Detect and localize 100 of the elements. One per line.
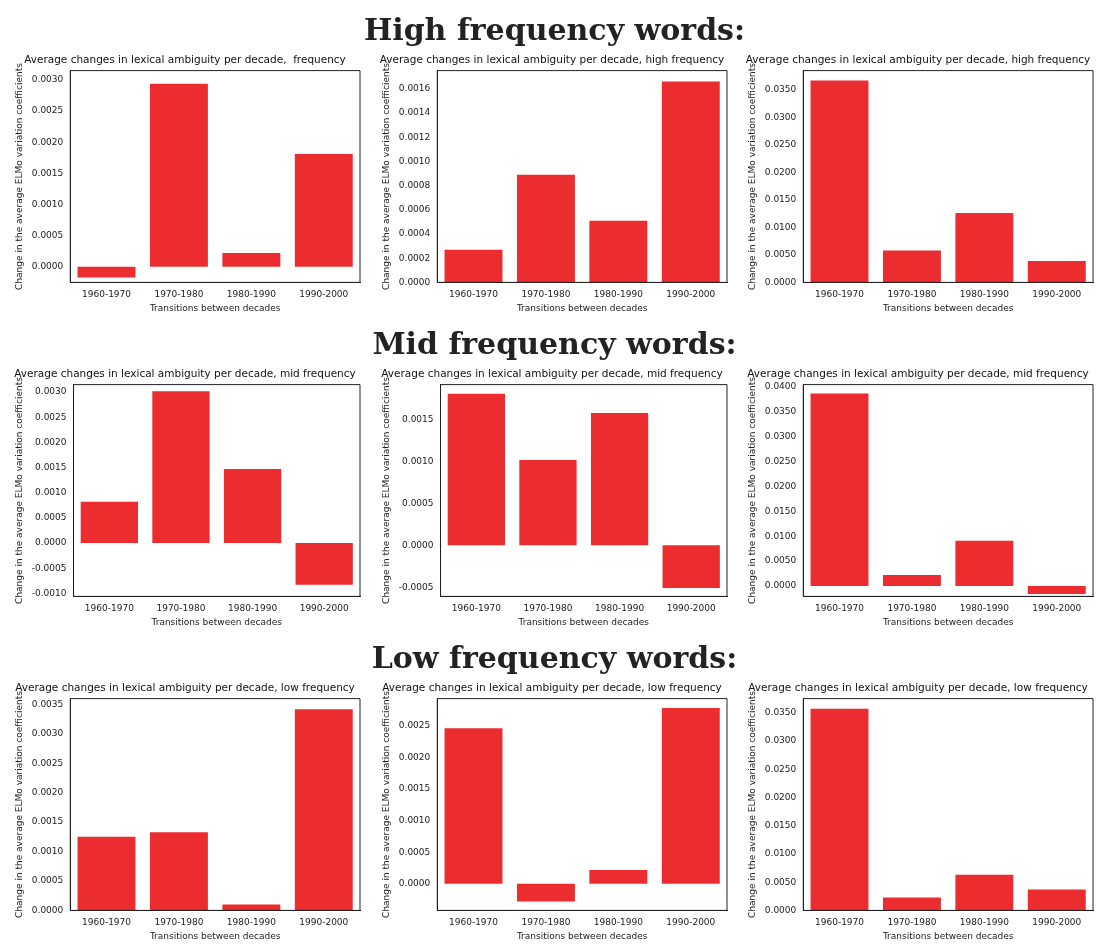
- y-tick-label: 0.0014: [398, 107, 431, 118]
- y-tick-label: 0.0200: [764, 791, 797, 802]
- y-tick-label: 0.0000: [398, 878, 431, 889]
- x-tick-label: 1970-1980: [887, 917, 937, 928]
- x-tick-label: 1980-1990: [594, 603, 644, 614]
- y-tick-label: -0.0005: [31, 562, 67, 573]
- y-tick-label: 0.0005: [398, 846, 430, 857]
- bar: [955, 213, 1014, 283]
- x-tick-label: 1980-1990: [959, 603, 1010, 614]
- bar: [295, 543, 353, 585]
- x-tick-label: 1980-1990: [593, 917, 643, 928]
- bar: [1027, 260, 1086, 283]
- bar: [810, 80, 869, 283]
- y-axis-title: Change in the average ELMo variation coefficients: [380, 690, 391, 918]
- y-tick-label: 0.0010: [31, 845, 64, 856]
- x-tick-label: 1990-2000: [299, 289, 349, 300]
- y-tick-label: 0.0010: [35, 487, 67, 498]
- x-axis-title: Transitions between decades: [148, 930, 281, 941]
- y-tick-label: 0.0020: [35, 436, 67, 447]
- bar: [1027, 585, 1086, 594]
- y-tick-label: 0.0030: [31, 74, 64, 85]
- y-tick-label: -0.0005: [398, 581, 434, 592]
- y-tick-label: 0.0008: [398, 179, 431, 190]
- y-tick-label: 0.0015: [398, 783, 430, 794]
- y-tick-label: 0.0010: [398, 155, 431, 166]
- y-tick-label: 0.0002: [398, 252, 430, 263]
- y-tick-label: 0.0015: [401, 414, 434, 425]
- bar: [444, 728, 502, 884]
- x-tick-label: 1980-1990: [959, 289, 1010, 300]
- y-tick-label: 0.0000: [764, 276, 797, 287]
- y-tick-label: 0.0050: [764, 555, 797, 566]
- y-tick-label: 0.0005: [31, 230, 64, 241]
- x-tick-label: 1960-1970: [814, 603, 865, 614]
- bar: [516, 174, 575, 283]
- bar: [882, 897, 941, 911]
- bar: [294, 154, 353, 267]
- x-tick-label: 1970-1980: [520, 917, 571, 928]
- x-tick-label: 1960-1970: [448, 289, 498, 300]
- y-axis-title: Change in the average ELMo variation coefficients: [13, 62, 24, 290]
- y-tick-label: 0.0025: [31, 105, 64, 116]
- bar: [810, 393, 869, 586]
- bar: [882, 575, 941, 586]
- y-axis-title: Change in the average ELMo variation coefficients: [746, 690, 757, 918]
- bar: [444, 249, 502, 283]
- y-tick-label: 0.0150: [764, 505, 797, 516]
- x-tick-label: 1960-1970: [814, 289, 865, 300]
- x-tick-label: 1990-2000: [665, 917, 716, 928]
- bar: [149, 832, 208, 911]
- text: Low frequency words:: [370, 639, 739, 677]
- y-tick-label: 0.0300: [764, 735, 797, 746]
- y-tick-label: 0.0025: [398, 720, 430, 731]
- bar: [516, 883, 575, 902]
- y-tick-label: -0.0010: [31, 587, 67, 598]
- y-axis-title: Change in the average ELMo variation coefficients: [746, 376, 757, 604]
- y-tick-label: 0.0350: [764, 84, 797, 95]
- bar: [77, 266, 136, 278]
- bar: [77, 836, 136, 911]
- x-tick-label: 1960-1970: [814, 917, 865, 928]
- y-tick-label: 0.0012: [398, 131, 430, 142]
- y-axis-title: Change in the average ELMo variation coefficients: [746, 62, 757, 290]
- x-tick-label: 1970-1980: [887, 289, 937, 300]
- y-tick-label: 0.0100: [764, 530, 797, 541]
- y-tick-label: 0.0300: [764, 431, 797, 442]
- y-tick-label: 0.0400: [764, 381, 797, 392]
- y-axis-title: Change in the average ELMo variation coefficients: [380, 376, 391, 604]
- y-tick-label: 0.0100: [764, 221, 797, 232]
- y-axis-title: Change in the average ELMo variation coefficients: [380, 62, 391, 290]
- x-tick-label: 1960-1970: [84, 603, 135, 614]
- y-tick-label: 0.0150: [764, 820, 797, 831]
- x-axis-title: Transitions between decades: [517, 616, 649, 627]
- y-tick-label: 0.0005: [31, 875, 64, 886]
- bar: [518, 459, 577, 546]
- chart-title: Average changes in lexical ambiguity per decade, frequency: [24, 53, 346, 66]
- x-tick-label: 1960-1970: [448, 917, 498, 928]
- y-tick-label: 0.0035: [31, 698, 64, 709]
- y-tick-label: 0.0350: [764, 406, 797, 417]
- bar: [662, 545, 720, 589]
- y-tick-label: 0.0004: [398, 228, 431, 239]
- x-tick-label: 1970-1980: [154, 289, 204, 300]
- y-tick-label: 0.0010: [31, 198, 64, 209]
- bar: [80, 501, 138, 544]
- bar: [152, 391, 210, 544]
- text: Mid frequency words:: [371, 325, 738, 363]
- bar: [588, 220, 647, 283]
- x-tick-label: 1970-1980: [522, 603, 573, 614]
- x-tick-label: 1990-2000: [1032, 603, 1082, 614]
- y-tick-label: 0.0000: [35, 537, 67, 548]
- y-tick-label: 0.0050: [764, 876, 797, 887]
- y-tick-label: 0.0010: [401, 455, 434, 466]
- x-tick-label: 1990-2000: [299, 917, 349, 928]
- y-tick-label: 0.0005: [401, 497, 434, 508]
- y-tick-label: 0.0000: [764, 904, 797, 915]
- y-tick-label: 0.0000: [31, 261, 64, 272]
- bar: [223, 469, 282, 544]
- y-tick-label: 0.0020: [31, 136, 64, 147]
- y-tick-label: 0.0025: [35, 411, 67, 422]
- bar: [1027, 889, 1086, 911]
- x-tick-label: 1960-1970: [81, 917, 132, 928]
- text: High frequency words:: [362, 11, 747, 49]
- bar: [810, 708, 869, 911]
